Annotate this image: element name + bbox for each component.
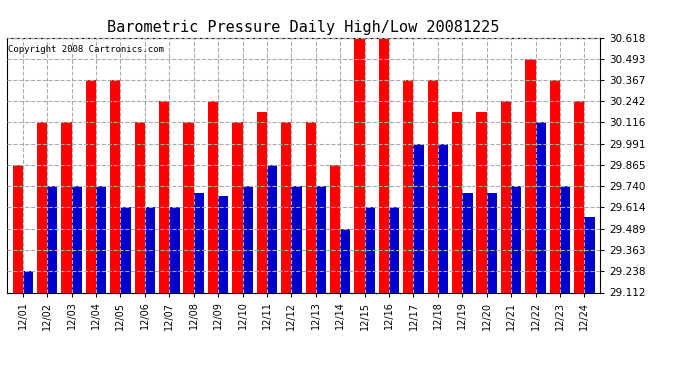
Bar — [110, 80, 121, 292]
Bar — [233, 123, 243, 292]
Bar — [486, 193, 497, 292]
Bar — [340, 229, 351, 292]
Bar — [462, 193, 473, 292]
Bar — [511, 186, 522, 292]
Bar — [525, 58, 535, 292]
Bar — [12, 165, 23, 292]
Bar — [438, 144, 449, 292]
Bar — [218, 196, 228, 292]
Bar — [184, 123, 194, 292]
Bar — [121, 207, 130, 292]
Bar — [389, 207, 400, 292]
Bar — [355, 38, 364, 292]
Bar — [61, 123, 72, 292]
Bar — [306, 123, 316, 292]
Bar — [145, 207, 155, 292]
Bar — [428, 80, 438, 292]
Title: Barometric Pressure Daily High/Low 20081225: Barometric Pressure Daily High/Low 20081… — [108, 20, 500, 35]
Text: Copyright 2008 Cartronics.com: Copyright 2008 Cartronics.com — [8, 45, 164, 54]
Bar — [169, 207, 179, 292]
Bar — [243, 186, 253, 292]
Bar — [403, 80, 413, 292]
Bar — [208, 101, 218, 292]
Bar — [584, 217, 595, 292]
Bar — [23, 271, 33, 292]
Bar — [194, 193, 204, 292]
Bar — [159, 101, 169, 292]
Bar — [550, 80, 560, 292]
Bar — [86, 80, 96, 292]
Bar — [574, 101, 584, 292]
Bar — [267, 165, 277, 292]
Bar — [452, 112, 462, 292]
Bar — [364, 207, 375, 292]
Bar — [72, 186, 82, 292]
Bar — [281, 123, 291, 292]
Bar — [291, 186, 302, 292]
Bar — [257, 112, 267, 292]
Bar — [535, 123, 546, 292]
Bar — [135, 123, 145, 292]
Bar — [96, 186, 106, 292]
Bar — [379, 38, 389, 292]
Bar — [37, 123, 47, 292]
Bar — [47, 186, 57, 292]
Bar — [477, 112, 486, 292]
Bar — [501, 101, 511, 292]
Bar — [316, 186, 326, 292]
Bar — [413, 144, 424, 292]
Bar — [560, 186, 570, 292]
Bar — [330, 165, 340, 292]
